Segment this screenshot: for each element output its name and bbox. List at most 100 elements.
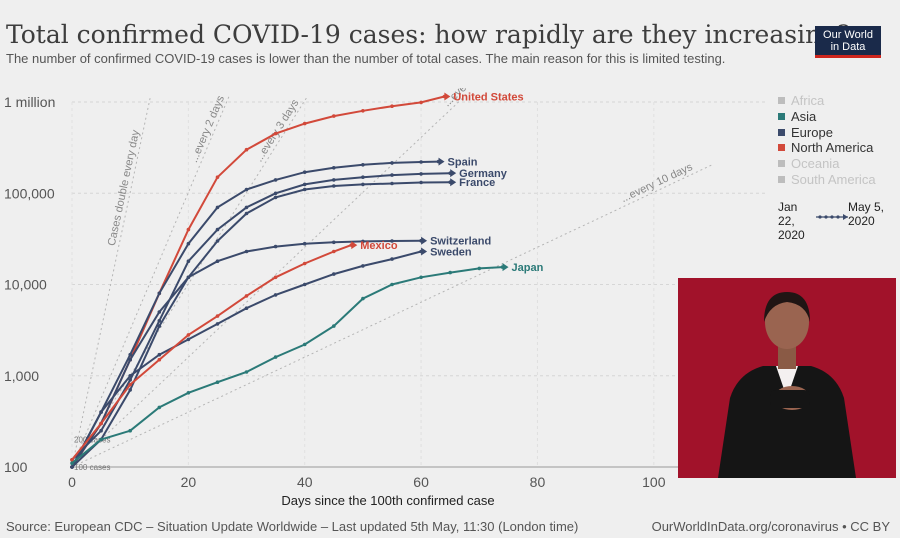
doubling-guide-line [71,96,230,468]
series-point [332,166,336,170]
series-point [390,239,394,243]
series-point [302,282,307,287]
series-arrow [421,236,428,245]
series-point [332,184,336,188]
doubling-guide-line [71,164,713,468]
doubling-guide-label: Cases double every day [106,129,142,247]
series-point [448,270,453,275]
x-tick-label: 0 [68,474,76,490]
legend-item-south-america[interactable]: South America [778,171,876,187]
series-point [186,275,191,280]
series-point [302,182,307,187]
series-point [128,378,132,382]
series-point [419,160,423,164]
series-point [128,428,132,433]
start-threshold-label: 100 cases [74,463,110,472]
series-point [215,314,220,318]
doubling-guide-label: ...every 2 days [188,93,227,164]
logo-line-1: Our World [823,29,873,41]
logo-line-2: in Data [830,41,866,53]
legend-swatch [778,175,785,183]
legend-swatch [778,160,785,168]
legend-item-asia[interactable]: Asia [778,109,876,125]
series-point [215,239,220,243]
our-world-in-data-logo[interactable]: Our World in Data [815,26,881,58]
series-arrow [450,169,457,178]
series-point [390,181,394,186]
legend: Africa Asia Europe North America Oceania Sout… [778,93,876,187]
series-point [215,175,220,179]
series-line [71,244,352,461]
series-arrow [502,263,509,272]
legend-item-oceania[interactable]: Oceania [778,156,876,172]
y-tick-label: 100,000 [4,185,55,201]
series-point [332,114,336,118]
y-tick-label: 10,000 [4,277,47,293]
doubling-guide-line [71,93,468,468]
y-tick-label: 1,000 [4,368,39,384]
series-point [244,147,249,152]
series-point [361,182,365,187]
series-point [477,266,482,271]
series-point [99,428,103,433]
y-tick-label: 100 [4,459,28,475]
series-arrow [351,241,358,250]
timeline-end-label: May 5, 2020 [848,200,885,228]
series-point [419,172,423,176]
series-label: Spain [448,157,478,169]
series-arrow [444,92,451,101]
series-point [302,241,307,246]
series-point [390,282,394,287]
credit-link[interactable]: OurWorldInData.org/coronavirus • CC BY [651,519,890,534]
series-line [71,181,451,468]
doubling-guide-label: ...every 10 days [619,161,695,205]
series-point [361,239,365,244]
series-point [244,306,249,310]
series-label: Mexico [360,240,398,252]
series-point [128,357,132,362]
series-label: Germany [459,168,508,180]
legend-item-africa[interactable]: Africa [778,93,876,109]
series-point [99,437,103,442]
source-note: Source: European CDC – Situation Update … [6,519,579,534]
series-point [302,261,307,266]
timeline-slider[interactable] [816,214,848,220]
series-point [70,465,74,469]
series-line [71,250,422,468]
series-point [157,324,162,328]
timeline-start-label: Jan 22, 2020 [778,200,805,242]
legend-swatch [778,113,785,121]
legend-swatch [778,144,785,152]
doubling-guide-label: ...every 3 days [253,97,302,164]
series-point [244,370,249,374]
legend-item-europe[interactable]: Europe [778,124,876,140]
legend-label: North America [791,140,874,156]
series-point [302,121,307,126]
footer: Source: European CDC – Situation Update … [6,519,896,534]
x-tick-label: 80 [530,474,546,490]
series-point [70,461,74,466]
series-point [70,458,74,462]
series-point [128,374,132,378]
series-arrow [450,178,457,187]
series-arrow [438,157,445,166]
series-point [128,382,132,387]
series-point [273,275,278,280]
legend-label: South America [791,171,876,187]
series-point [302,342,307,347]
series-line [71,160,439,468]
series-line [71,172,451,461]
x-tick-label: 40 [297,474,313,490]
series-point [361,296,365,301]
x-tick-label: 20 [181,474,197,490]
series-point [215,259,220,263]
series-point [361,109,365,113]
series-point [302,170,307,174]
series-point [273,355,278,359]
series-point [273,191,278,196]
series-point [273,178,278,182]
chart-title: Total confirmed COVID-19 cases: how rapi… [6,20,851,49]
series-point [157,310,162,314]
series-point [390,173,394,177]
legend-item-north-america[interactable]: North America [778,140,876,156]
